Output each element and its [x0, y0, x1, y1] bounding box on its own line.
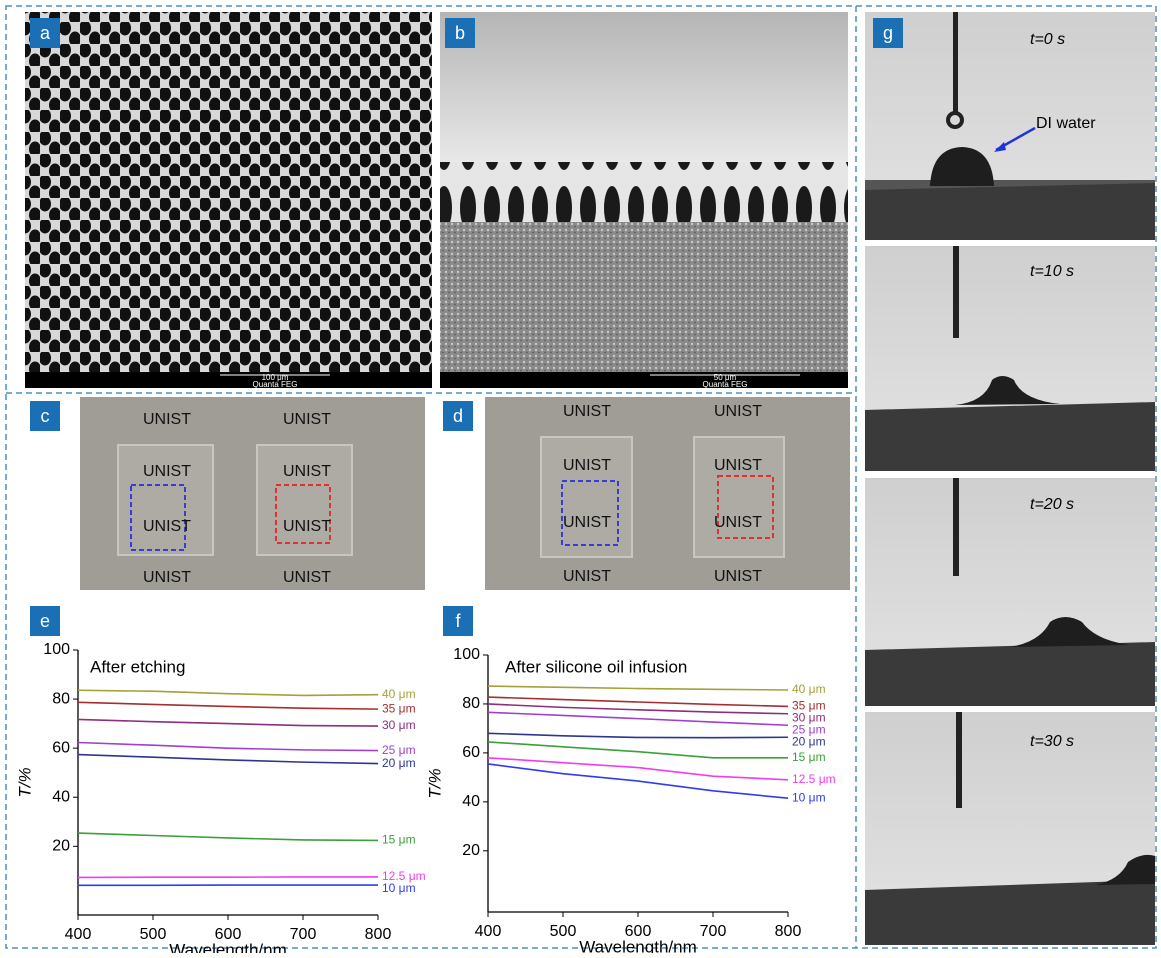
x-tick-label: 800	[775, 923, 802, 940]
sample-text: UNIST	[143, 518, 191, 535]
sem-info-bar	[440, 372, 848, 388]
sem-image-cross	[440, 222, 848, 372]
glass	[118, 445, 213, 555]
instrument: Quanta FEG	[253, 380, 298, 389]
series-label: 12.5 μm	[792, 772, 836, 786]
frame-time: t=0 s	[1030, 31, 1065, 48]
panel-label: g	[883, 23, 893, 43]
series-label: 15 μm	[792, 750, 826, 764]
sample-text: UNIST	[714, 403, 762, 420]
y-tick-label: 80	[462, 695, 480, 712]
series-label: 15 μm	[382, 833, 416, 847]
y-tick-label: 100	[453, 646, 480, 663]
sample-text: UNIST	[563, 403, 611, 420]
y-axis-label: T/%	[425, 768, 444, 798]
x-tick-label: 800	[365, 926, 392, 943]
y-tick-label: 40	[462, 793, 480, 810]
x-tick-label: 400	[475, 923, 502, 940]
series-line	[488, 742, 788, 758]
series-label: 20 μm	[792, 735, 826, 749]
series-line	[488, 764, 788, 798]
x-tick-label: 500	[550, 923, 577, 940]
series-label: 10 μm	[382, 881, 416, 895]
sample-text: UNIST	[143, 411, 191, 428]
frame-time: t=30 s	[1030, 733, 1074, 750]
sample-text: UNIST	[283, 463, 331, 480]
glass	[694, 437, 784, 557]
series-line	[78, 702, 378, 709]
series-line	[78, 690, 378, 695]
sample-text: UNIST	[283, 411, 331, 428]
sample-text: UNIST	[283, 518, 331, 535]
y-tick-label: 60	[52, 739, 70, 756]
panel-label: a	[40, 23, 51, 43]
series-line	[488, 697, 788, 706]
frame-time: t=20 s	[1030, 496, 1074, 513]
y-tick-label: 20	[462, 842, 480, 859]
sample-text: UNIST	[563, 568, 611, 585]
series-line	[78, 719, 378, 726]
sample-text: UNIST	[714, 457, 762, 474]
figure: 100 μm Quanta FEG 50 μm Quanta FEG	[0, 0, 1161, 953]
annotation: DI water	[1036, 115, 1096, 132]
photo	[485, 397, 850, 590]
instrument: Quanta FEG	[703, 380, 748, 389]
sample-text: UNIST	[283, 569, 331, 586]
x-tick-label: 700	[290, 926, 317, 943]
series-line	[488, 758, 788, 780]
y-tick-label: 100	[43, 641, 70, 658]
droplet-frames	[865, 12, 1155, 945]
y-tick-label: 60	[462, 744, 480, 761]
x-axis-label: Wavelength/nm	[579, 937, 696, 953]
series-line	[78, 833, 378, 840]
x-axis-label: Wavelength/nm	[169, 940, 286, 953]
sample-text: UNIST	[563, 457, 611, 474]
sample-text: UNIST	[714, 514, 762, 531]
sem-info-bar	[25, 372, 432, 388]
y-tick-label: 40	[52, 788, 70, 805]
x-tick-label: 700	[700, 923, 727, 940]
series-label: 10 μm	[792, 790, 826, 804]
y-axis-label: T/%	[15, 767, 34, 797]
sem-image-cross	[440, 162, 848, 222]
sample-text: UNIST	[714, 568, 762, 585]
sample-text: UNIST	[563, 514, 611, 531]
chart-title: After silicone oil infusion	[505, 657, 687, 676]
chart-title: After etching	[90, 657, 185, 676]
series-line	[78, 755, 378, 764]
y-tick-label: 20	[52, 838, 70, 855]
panel-label: c	[41, 406, 50, 426]
y-tick-label: 80	[52, 690, 70, 707]
panel-label: d	[453, 406, 463, 426]
series-label: 35 μm	[382, 701, 416, 715]
series-label: 40 μm	[382, 687, 416, 701]
sem-image-cross	[440, 12, 848, 162]
series-line	[488, 712, 788, 725]
series-line	[78, 743, 378, 751]
series-line	[488, 686, 788, 690]
glass	[257, 445, 352, 555]
sample-text: UNIST	[143, 569, 191, 586]
panel-label: b	[455, 23, 465, 43]
x-tick-label: 400	[65, 926, 92, 943]
sem-image-top	[25, 12, 432, 388]
panel-label: e	[40, 611, 50, 631]
sample-text: UNIST	[143, 463, 191, 480]
series-label: 40 μm	[792, 682, 826, 696]
series-line	[488, 733, 788, 737]
series-label: 30 μm	[382, 718, 416, 732]
series-label: 20 μm	[382, 756, 416, 770]
x-tick-label: 500	[140, 926, 167, 943]
frame-time: t=10 s	[1030, 263, 1074, 280]
series-label: 25 μm	[382, 743, 416, 757]
